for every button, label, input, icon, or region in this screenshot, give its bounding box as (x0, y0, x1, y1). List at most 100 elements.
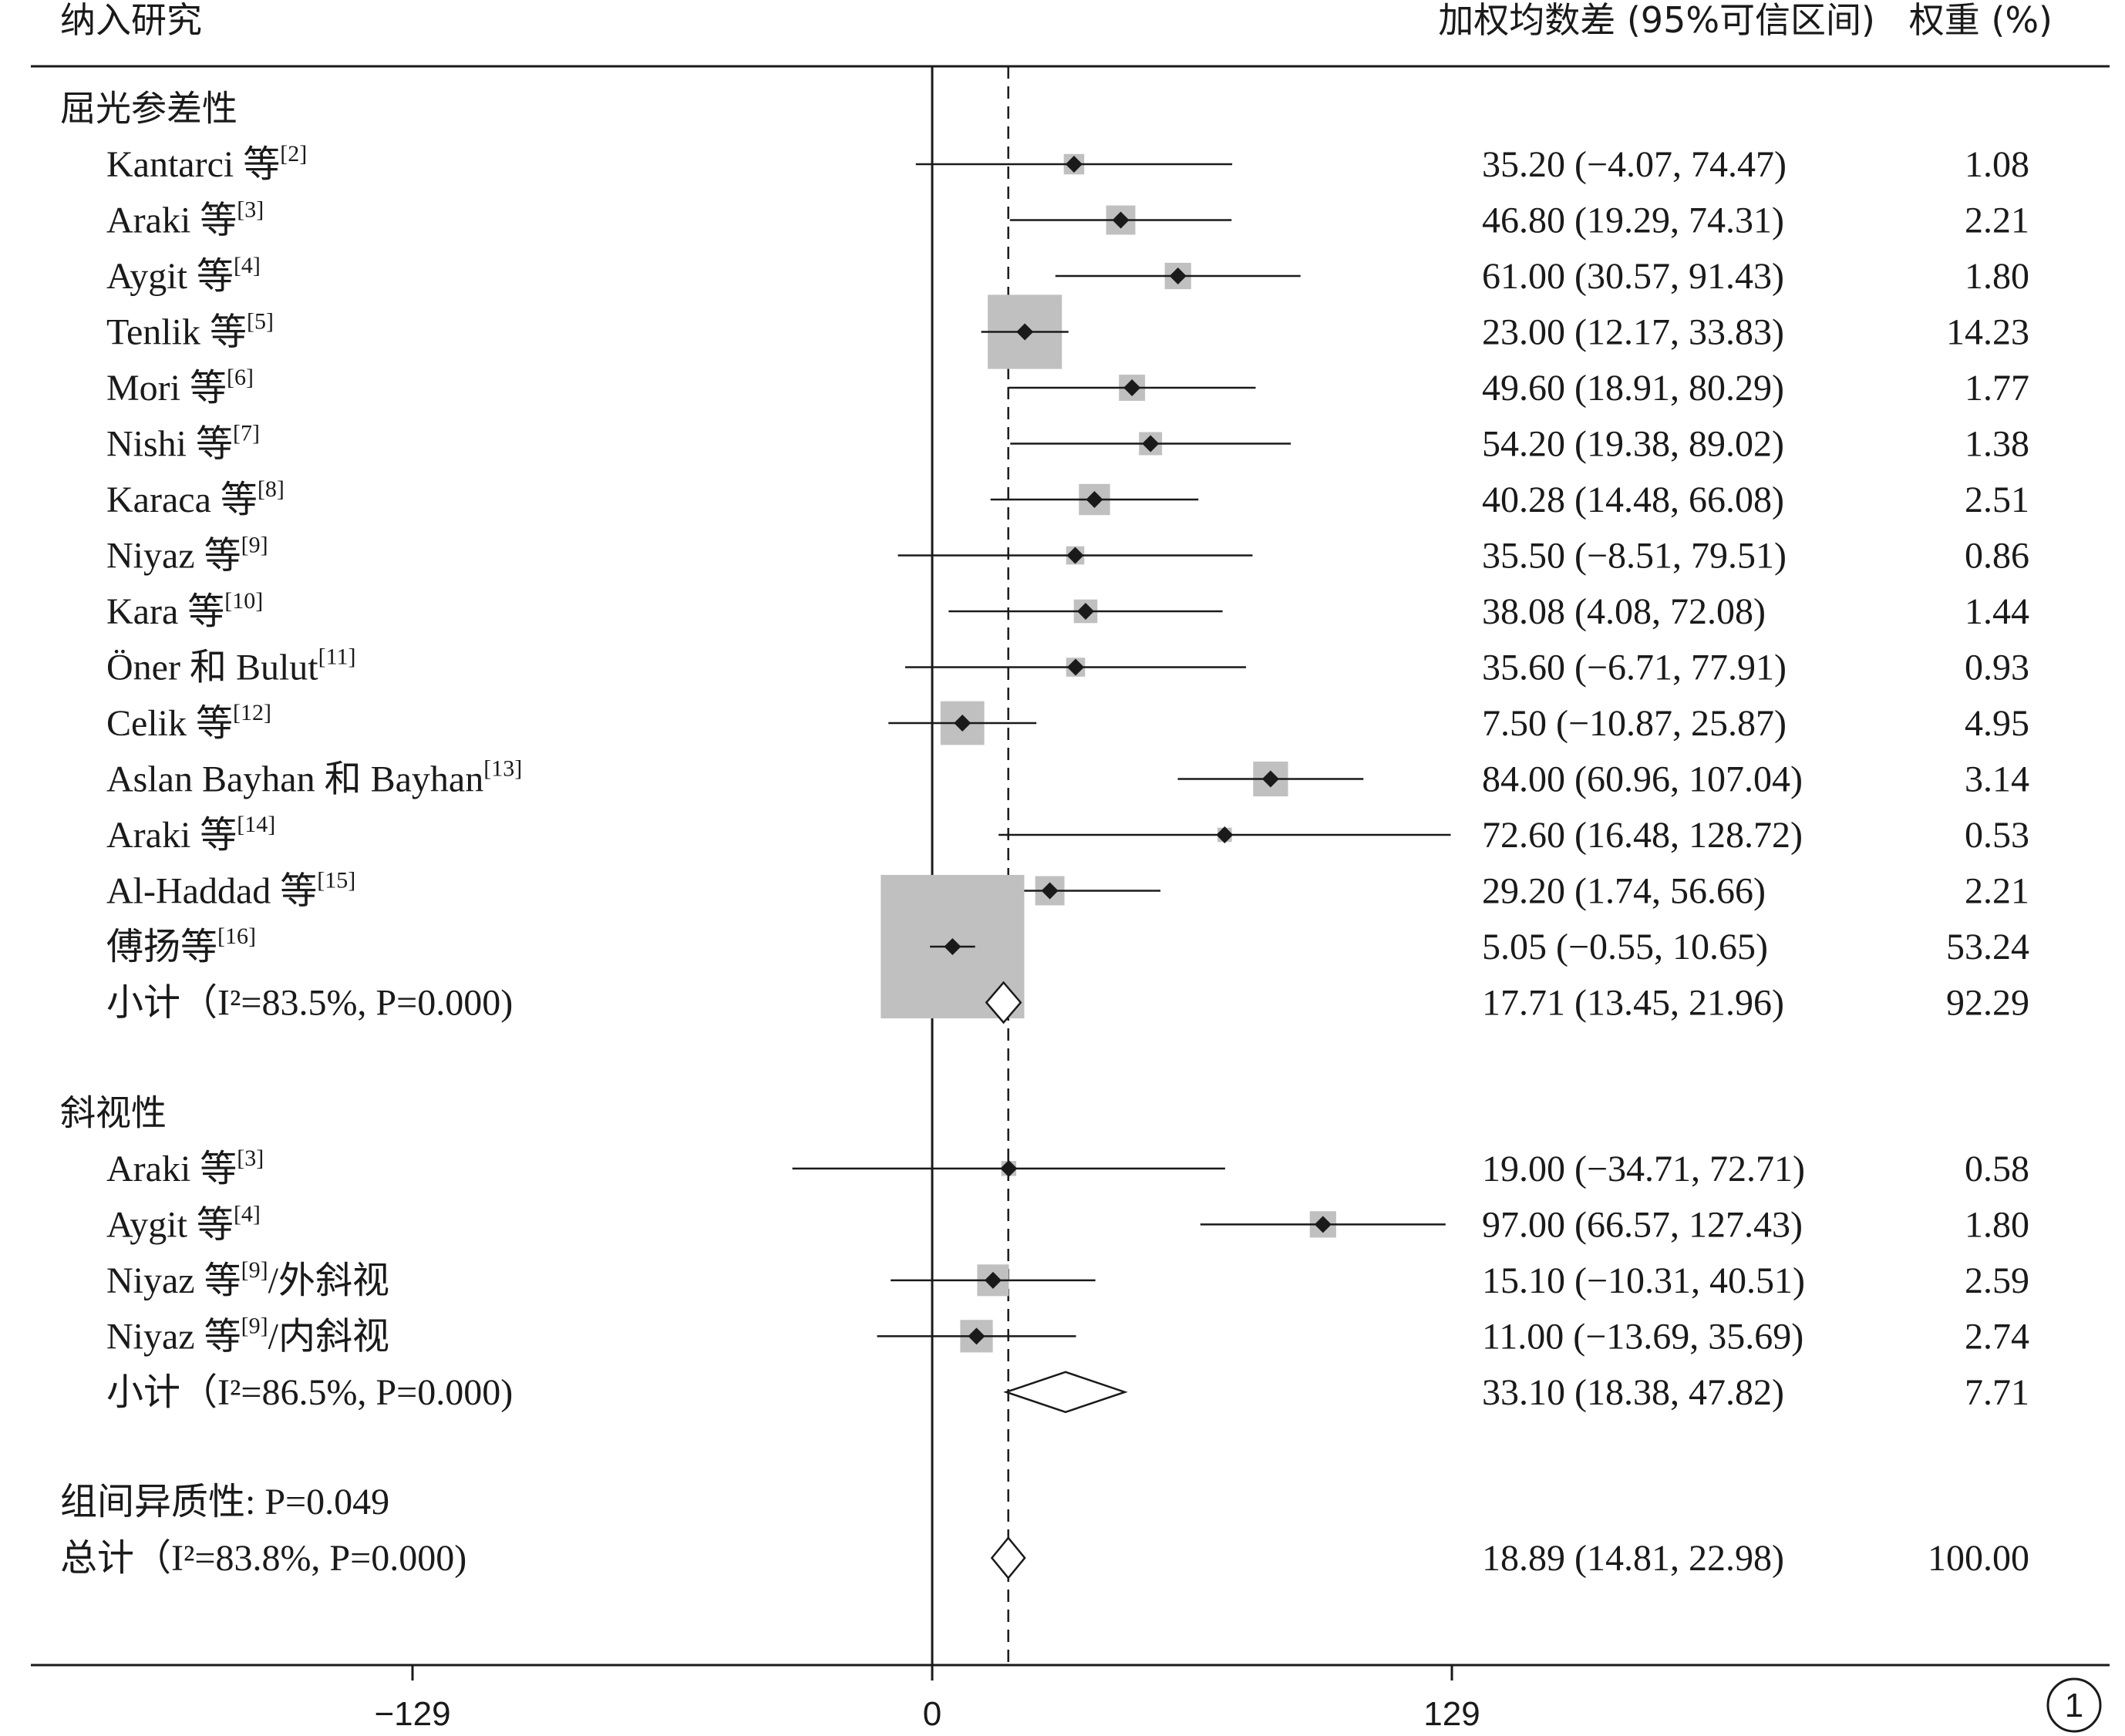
weight-text: 2.21 (1965, 871, 2029, 912)
x-tick-label: 129 (1423, 1695, 1480, 1733)
study-label: Aygit 等[4] (106, 253, 261, 297)
effect-ci-text: 38.08 (4.08, 72.08) (1482, 591, 1766, 632)
point-estimate-marker (1076, 603, 1094, 620)
point-estimate-marker (1065, 156, 1083, 173)
group-title: 斜视性 (60, 1092, 167, 1133)
weight-text: 1.80 (1965, 1204, 2029, 1245)
page-marker-circle (2046, 1677, 2102, 1733)
weight-text: 3.14 (1965, 759, 2029, 800)
weight-text: 2.59 (1965, 1260, 2029, 1301)
effect-ci-text: 19.00 (−34.71, 72.71) (1482, 1149, 1805, 1189)
overall-diamond (990, 1536, 1026, 1580)
weight-text: 1.44 (1965, 591, 2029, 632)
weight-text: 0.86 (1965, 536, 2029, 577)
effect-ci-text: 18.89 (14.81, 22.98) (1482, 1538, 1784, 1579)
effect-ci-text: 49.60 (18.91, 80.29) (1482, 368, 1784, 409)
weight-text: 0.58 (1965, 1149, 2029, 1189)
x-axis-ticks: −129 0 129 (374, 1665, 1480, 1733)
point-estimate-marker (1000, 1159, 1018, 1177)
point-estimate-marker (1067, 658, 1085, 676)
study-label: Aygit 等[4] (106, 1201, 261, 1245)
weight-text: 2.51 (1965, 479, 2029, 520)
effect-ci-text: 72.60 (16.48, 128.72) (1482, 815, 1803, 856)
effect-ci-text: 23.00 (12.17, 33.83) (1482, 312, 1784, 353)
study-label: Celik 等[12] (106, 700, 271, 744)
point-estimate-marker (1066, 547, 1084, 564)
subtotal-label: 小计（I²=86.5%, P=0.000) (106, 1372, 513, 1413)
forest-rows: 屈光参差性 Kantarci 等[2] 35.20 (−4.07, 74.47) 1.… (60, 88, 2029, 1580)
effect-ci-text: 40.28 (14.48, 66.08) (1482, 479, 1784, 520)
effect-ci-text: 5.05 (−0.55, 10.65) (1482, 927, 1768, 967)
effect-ci-text: 35.50 (−8.51, 79.51) (1482, 536, 1787, 577)
point-estimate-marker (1142, 435, 1160, 453)
weight-text: 100.00 (1928, 1538, 2029, 1579)
effect-ci-text: 29.20 (1.74, 56.66) (1482, 871, 1766, 912)
weight-text: 92.29 (1946, 983, 2029, 1024)
effect-ci-text: 54.20 (19.38, 89.02) (1482, 424, 1784, 465)
point-estimate-marker (1086, 491, 1103, 508)
x-tick-label: 0 (923, 1695, 941, 1733)
point-estimate-marker (944, 938, 961, 955)
study-label: 傅扬等[16] (106, 924, 256, 967)
effect-ci-text: 11.00 (−13.69, 35.69) (1482, 1316, 1803, 1357)
effect-ci-text: 46.80 (19.29, 74.31) (1482, 200, 1784, 241)
overall-label: 总计（I²=83.8%, P=0.000) (60, 1538, 466, 1579)
point-estimate-marker (1041, 882, 1059, 900)
study-label: Kara 等[10] (106, 588, 263, 632)
point-estimate-marker (1123, 379, 1141, 396)
study-label: Aslan Bayhan 和 Bayhan[13] (106, 756, 522, 800)
study-label: Tenlik 等[5] (106, 309, 274, 353)
effect-ci-text: 61.00 (30.57, 91.43) (1482, 256, 1784, 297)
effect-ci-text: 35.20 (−4.07, 74.47) (1482, 144, 1787, 185)
heterogeneity-label: 组间异质性: P=0.049 (60, 1482, 389, 1522)
study-label: Mori 等[6] (106, 365, 254, 409)
weight-text: 0.93 (1965, 648, 2029, 688)
effect-ci-text: 97.00 (66.57, 127.43) (1482, 1204, 1803, 1245)
study-label: Niyaz 等[9] (106, 533, 268, 577)
weight-text: 14.23 (1946, 312, 2029, 353)
point-estimate-marker (1314, 1216, 1332, 1233)
study-label: Öner 和 Bulut[11] (106, 644, 356, 688)
weight-text: 7.71 (1965, 1372, 2029, 1413)
study-label: Araki 等[3] (106, 1146, 264, 1189)
weight-text: 2.21 (1965, 200, 2029, 241)
study-label: Araki 等[14] (106, 812, 275, 856)
point-estimate-marker (1169, 267, 1187, 284)
effect-ci-text: 17.71 (13.45, 21.96) (1482, 983, 1784, 1024)
point-estimate-marker (954, 715, 972, 732)
effect-ci-text: 15.10 (−10.31, 40.51) (1482, 1260, 1805, 1301)
study-label: Niyaz 等[9]/内斜视 (106, 1313, 389, 1357)
study-label: Al-Haddad 等[15] (106, 868, 355, 912)
study-label: Araki 等[3] (106, 197, 264, 241)
point-estimate-marker (1112, 211, 1130, 229)
point-estimate-marker (1016, 323, 1034, 341)
x-tick-label: −129 (374, 1695, 450, 1733)
weight-text: 2.74 (1965, 1316, 2029, 1357)
study-label: Nishi 等[7] (106, 421, 260, 465)
point-estimate-marker (968, 1327, 985, 1345)
subtotal-diamond (985, 981, 1022, 1024)
header-weight-column: 权重 (%) (1909, 0, 2053, 41)
point-estimate-marker (984, 1271, 1002, 1289)
effect-ci-text: 35.60 (−6.71, 77.91) (1482, 648, 1787, 688)
weight-text: 1.77 (1965, 368, 2029, 409)
study-label: Kantarci 等[2] (106, 141, 307, 185)
effect-ci-text: 33.10 (18.38, 47.82) (1482, 1372, 1784, 1413)
weight-text: 4.95 (1965, 703, 2029, 744)
group-title: 屈光参差性 (60, 88, 237, 130)
weight-text: 53.24 (1946, 927, 2029, 967)
page-marker-number: 1 (2065, 1687, 2083, 1724)
effect-ci-text: 7.50 (−10.87, 25.87) (1482, 703, 1787, 744)
study-label: Karaca 等[8] (106, 476, 285, 520)
effect-ci-text: 84.00 (60.96, 107.04) (1482, 759, 1803, 800)
point-estimate-marker (1216, 826, 1234, 843)
weight-text: 1.80 (1965, 256, 2029, 297)
subtotal-diamond (1003, 1371, 1128, 1414)
header-effect-column: 加权均数差 (95%可信区间) (1438, 0, 1875, 41)
header-study-column: 纳入研究 (60, 0, 202, 41)
study-label: Niyaz 等[9]/外斜视 (106, 1257, 389, 1301)
weight-text: 1.08 (1965, 144, 2029, 185)
weight-text: 0.53 (1965, 815, 2029, 856)
point-estimate-marker (1261, 770, 1279, 788)
